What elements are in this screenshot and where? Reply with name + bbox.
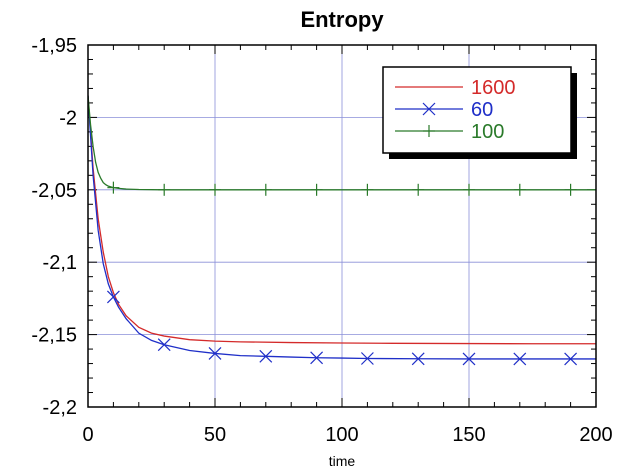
x-tick-label: 150 [452, 424, 485, 446]
marker-60 [208, 346, 222, 360]
marker-60 [564, 352, 578, 366]
marker-stroke [208, 346, 222, 360]
marker-60 [310, 351, 324, 365]
marker-stroke [360, 352, 374, 365]
legend-label-100: 100 [471, 121, 504, 143]
marker-100 [209, 183, 221, 196]
marker-stroke [157, 338, 171, 352]
y-tick-label: -2,1 [43, 252, 77, 274]
legend-box [382, 66, 572, 154]
series-line-60 [88, 95, 596, 360]
legend-label-60: 60 [471, 99, 493, 121]
marker-100 [310, 183, 323, 196]
marker-100 [463, 183, 475, 196]
y-tick-label: -2,05 [31, 180, 77, 202]
marker-60 [411, 352, 425, 366]
axis-ticks: 0 50 100 150 200 -2,2 -2,15 -2,1 -2,05 -2 -1,95 [31, 35, 612, 446]
marker-100 [361, 183, 374, 196]
marker-100 [564, 183, 577, 196]
marker-60 [360, 352, 374, 365]
marker-stroke [513, 352, 527, 366]
y-tick-label: -1,95 [31, 35, 77, 57]
marker-60 [259, 349, 273, 363]
marker-stroke [310, 351, 324, 365]
marker-stroke [411, 352, 425, 366]
x-tick-label: 100 [325, 424, 358, 446]
y-tick-label: -2,15 [31, 325, 77, 347]
y-tick-label: -2 [59, 107, 77, 129]
marker-stroke [462, 352, 476, 366]
marker-100 [412, 183, 425, 196]
chart-title: Entropy [300, 7, 384, 32]
legend-marker-100 [423, 125, 435, 137]
plot-frame [87, 44, 597, 408]
marker-100 [259, 183, 272, 196]
legend-marker-60 [422, 102, 436, 116]
x-tick-label: 0 [82, 424, 93, 446]
x-tick-label: 200 [579, 424, 612, 446]
x-axis-label: time [329, 453, 356, 469]
marker-stroke [422, 102, 436, 116]
marker-60 [157, 338, 171, 352]
series-line-100 [88, 95, 596, 191]
marker-stroke [259, 349, 273, 363]
marker-60 [462, 352, 476, 366]
marker-100 [513, 183, 526, 196]
legend-label-1600: 1600 [471, 77, 516, 99]
y-tick-label: -2,2 [43, 397, 77, 419]
marker-60 [106, 290, 120, 304]
marker-stroke [106, 290, 120, 304]
marker-100 [158, 183, 171, 196]
marker-100 [107, 181, 120, 194]
marker-60 [513, 352, 527, 366]
series-line-1600 [88, 95, 596, 345]
marker-stroke [564, 352, 578, 366]
x-tick-label: 50 [204, 424, 226, 446]
series-lines [88, 95, 596, 366]
